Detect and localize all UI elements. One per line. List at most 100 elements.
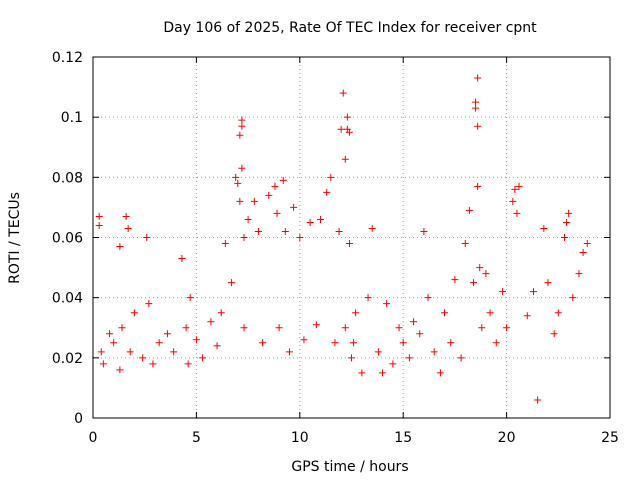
data-point-0-118 xyxy=(561,234,569,241)
data-point-0-64 xyxy=(341,324,349,332)
data-point-0-60 xyxy=(335,227,343,235)
data-point-0-26 xyxy=(207,318,215,326)
data-point-0-97 xyxy=(474,74,482,82)
data-point-0-8 xyxy=(118,324,126,332)
plot-frame xyxy=(92,56,611,419)
data-point-0-77 xyxy=(383,300,391,308)
data-point-0-95 xyxy=(472,104,480,112)
data-point-0-90 xyxy=(451,276,459,284)
data-point-0-116 xyxy=(550,330,558,338)
data-point-0-67 xyxy=(345,128,353,136)
data-point-0-0 xyxy=(95,212,103,220)
y-tick-label-2: 0.04 xyxy=(52,291,83,307)
data-point-0-112 xyxy=(529,288,537,296)
data-point-0-109 xyxy=(513,209,521,217)
y-tick-label-1: 0.02 xyxy=(52,351,83,367)
data-point-0-57 xyxy=(323,188,331,196)
data-point-0-124 xyxy=(583,240,591,248)
data-point-0-76 xyxy=(379,369,387,377)
data-point-0-23 xyxy=(186,294,194,302)
data-point-0-82 xyxy=(410,318,418,326)
data-point-0-70 xyxy=(350,339,358,347)
data-point-0-88 xyxy=(441,309,449,317)
data-point-0-4 xyxy=(106,330,114,338)
data-point-0-87 xyxy=(436,369,444,377)
data-point-0-31 xyxy=(232,173,240,181)
data-point-0-63 xyxy=(341,155,349,163)
data-point-0-29 xyxy=(221,240,229,248)
y-axis-label: ROTI / TECUs xyxy=(7,192,23,284)
data-point-0-34 xyxy=(236,131,244,139)
data-point-0-119 xyxy=(563,218,571,226)
data-point-0-96 xyxy=(472,98,480,106)
data-point-0-123 xyxy=(579,249,587,257)
data-point-0-24 xyxy=(192,336,200,344)
data-point-0-102 xyxy=(482,270,490,278)
data-point-0-115 xyxy=(544,279,552,287)
data-point-0-30 xyxy=(228,279,236,287)
data-point-0-79 xyxy=(395,324,403,332)
data-point-0-103 xyxy=(486,309,494,317)
data-point-0-120 xyxy=(565,209,573,217)
grid-lines xyxy=(93,57,610,418)
data-point-0-104 xyxy=(492,339,500,347)
data-point-0-37 xyxy=(238,164,246,172)
data-point-0-7 xyxy=(116,366,124,374)
data-points xyxy=(95,74,591,404)
data-point-0-2 xyxy=(97,348,105,356)
data-point-0-22 xyxy=(184,360,192,368)
data-point-0-46 xyxy=(273,209,281,217)
chart-title: Day 106 of 2025, Rate Of TEC Index for r… xyxy=(163,20,537,36)
data-point-0-117 xyxy=(554,309,562,317)
data-point-0-75 xyxy=(374,348,382,356)
data-point-0-107 xyxy=(509,197,517,205)
data-point-0-89 xyxy=(447,339,455,347)
data-point-0-101 xyxy=(478,324,486,332)
data-point-0-52 xyxy=(296,234,304,241)
data-point-0-25 xyxy=(199,354,207,362)
data-point-0-54 xyxy=(306,218,314,226)
data-point-0-61 xyxy=(337,125,345,133)
data-point-0-45 xyxy=(271,182,279,190)
data-point-0-5 xyxy=(110,339,118,347)
data-point-0-99 xyxy=(474,182,482,190)
x-tick-label-5: 25 xyxy=(601,430,619,446)
data-point-0-58 xyxy=(327,173,335,181)
data-point-0-68 xyxy=(345,240,353,248)
x-tick-label-1: 5 xyxy=(192,430,201,446)
x-tick-label-2: 10 xyxy=(291,430,309,446)
data-point-0-32 xyxy=(234,179,242,187)
data-point-0-121 xyxy=(569,294,577,302)
data-point-0-43 xyxy=(259,339,267,347)
data-point-0-85 xyxy=(424,294,432,302)
data-point-0-28 xyxy=(217,309,225,317)
data-point-0-81 xyxy=(405,354,413,362)
data-point-0-122 xyxy=(575,270,583,278)
y-axis-ticks: 0 0.02 0.04 0.06 0.08 0.1 0.12 xyxy=(52,50,610,427)
data-point-0-17 xyxy=(155,339,163,347)
y-tick-label-5: 0.1 xyxy=(61,110,83,126)
data-point-0-13 xyxy=(139,354,147,362)
data-point-0-53 xyxy=(300,336,308,344)
data-point-0-15 xyxy=(145,300,153,308)
data-point-0-36 xyxy=(238,116,246,124)
data-point-0-51 xyxy=(290,203,298,211)
data-point-0-56 xyxy=(316,215,324,223)
data-point-0-44 xyxy=(265,191,273,199)
data-point-0-33 xyxy=(236,197,244,205)
data-point-0-100 xyxy=(476,264,484,272)
data-point-0-21 xyxy=(182,324,190,332)
y-tick-label-3: 0.06 xyxy=(52,231,83,247)
data-point-0-94 xyxy=(470,279,478,287)
data-point-0-111 xyxy=(523,312,531,320)
data-point-0-27 xyxy=(213,342,221,350)
data-point-0-12 xyxy=(130,309,138,317)
y-tick-label-4: 0.08 xyxy=(52,170,83,186)
x-tick-label-3: 15 xyxy=(394,430,412,446)
data-point-0-47 xyxy=(275,324,283,332)
x-axis-label: GPS time / hours xyxy=(291,459,408,475)
data-point-0-39 xyxy=(240,324,248,332)
data-point-0-78 xyxy=(389,360,397,368)
data-point-0-20 xyxy=(178,255,186,263)
